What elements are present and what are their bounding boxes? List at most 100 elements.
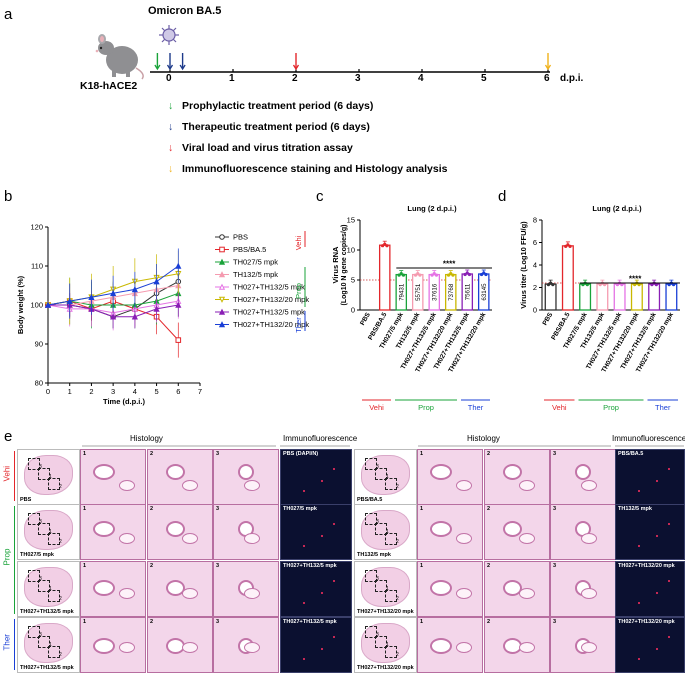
- timeline-tick-label: 6: [544, 73, 550, 84]
- bar: [544, 283, 557, 311]
- immunofluorescence-image: PBS/BA.5: [615, 449, 685, 505]
- lung-overview-image: 3 1 2 TH027+TH132/5 mpk: [17, 561, 80, 617]
- lung-sample-label: TH027+TH132/20 mpk: [357, 609, 414, 615]
- immunofluorescence-image: TH027+TH132/20 mpk: [615, 617, 685, 673]
- histology-zoom-image: 2: [484, 504, 550, 560]
- fluorescent-signal: [321, 480, 323, 482]
- histology-zoom-image: 1: [417, 449, 483, 505]
- alveolar-structure: [456, 533, 472, 544]
- body-weight-chart: 80 90 100 110 120 0 1 2 3 4 5 6 7 Time (d.p.i.) Body w…: [16, 223, 309, 407]
- data-dot: [585, 283, 589, 287]
- histology-zoom-image: 1: [417, 617, 483, 673]
- zoom-region-box: [28, 626, 40, 638]
- data-point: [218, 271, 226, 278]
- alveolar-structure: [581, 533, 597, 544]
- data-point: [153, 278, 160, 285]
- x-tick-label: 4: [133, 387, 137, 396]
- lung-sample-label: TH027+TH132/20 mpk: [357, 665, 414, 671]
- zoom-region-box: [385, 646, 397, 658]
- if-sample-label: TH132/5 mpk: [618, 506, 652, 512]
- zoom-region-label: 1: [386, 529, 389, 535]
- airway-structure: [166, 580, 185, 596]
- zoom-index-label: 2: [487, 619, 491, 625]
- airway-structure: [93, 521, 115, 537]
- data-dot: [551, 283, 555, 287]
- data-point: [219, 234, 225, 240]
- data-point: [218, 283, 226, 290]
- histology-zoom-image: 3: [550, 504, 616, 560]
- data-point: [218, 321, 226, 328]
- data-dot: [637, 283, 641, 287]
- alveolar-structure: [456, 480, 472, 491]
- immunofluorescence-image: TH027+TH132/5 mpk: [280, 561, 352, 617]
- histology-zoom-image: 1: [417, 561, 483, 617]
- zoom-region-box: [48, 646, 60, 658]
- histology-zoom-image: 3: [213, 617, 279, 673]
- lung-sample-label: TH132/5 mpk: [357, 552, 391, 558]
- zoom-region-label: 3: [376, 632, 379, 638]
- histology-zoom-image: 3: [213, 561, 279, 617]
- y-tick-label: 0: [533, 306, 537, 315]
- histology-zoom-image: 2: [147, 449, 213, 505]
- zoom-index-label: 3: [553, 506, 557, 512]
- lung-overview-image: 3 1 2 PBS: [17, 449, 80, 505]
- alveolar-structure: [519, 588, 535, 599]
- zoom-region-label: 1: [49, 586, 52, 592]
- fluorescent-signal: [656, 592, 658, 594]
- data-point: [218, 296, 226, 303]
- zoom-region-box: [365, 570, 377, 582]
- zoom-region-box: [38, 468, 50, 480]
- lung-sample-label: TH027/5 mpk: [20, 552, 54, 558]
- data-dot: [451, 273, 455, 277]
- data-dot: [418, 273, 422, 277]
- group-label: Ther: [294, 317, 303, 333]
- panel-e-letter: e: [4, 428, 13, 445]
- zoom-index-label: 1: [83, 506, 87, 512]
- significance-stars: ****: [629, 275, 642, 284]
- airway-structure: [575, 464, 591, 480]
- bar-value-label: 75611: [464, 283, 471, 300]
- histology-header-left: Histology: [130, 434, 163, 443]
- bar: [561, 245, 574, 311]
- panel-e-header-lines: [82, 445, 684, 447]
- data-point: [219, 246, 225, 253]
- histology-zoom-image: 2: [484, 561, 550, 617]
- timeline-arrow-head: [292, 64, 300, 71]
- zoom-region-label: 2: [396, 596, 399, 602]
- if-sample-label: TH027+TH132/20 mpk: [618, 619, 675, 625]
- panel-a-letter: a: [4, 6, 13, 23]
- zoom-index-label: 3: [553, 563, 557, 569]
- zoom-region-box: [375, 636, 387, 648]
- timeline-arrow-head: [166, 64, 174, 71]
- y-tick-label: 5: [351, 276, 355, 285]
- zoom-region-label: 2: [396, 539, 399, 545]
- alveolar-structure: [182, 642, 198, 653]
- legend-label: PBS/BA.5: [233, 245, 266, 254]
- timeline-tick-label: 5: [481, 73, 487, 84]
- zoom-region-label: 2: [59, 652, 62, 658]
- bar: [665, 283, 678, 311]
- legend-label: TH027+TH132/5 mpk: [233, 308, 305, 317]
- legend-arrow-icon: ↓: [168, 121, 174, 133]
- bar: [613, 283, 626, 311]
- data-point: [175, 262, 182, 269]
- legend-label: TH027+TH132/20 mpk: [233, 320, 309, 329]
- airway-structure: [93, 580, 115, 596]
- zoom-region-box: [365, 458, 377, 470]
- fluorescent-signal: [656, 480, 658, 482]
- airway-structure: [238, 464, 254, 480]
- bar-value-label: 37616: [431, 283, 438, 301]
- zoom-region-box: [38, 580, 50, 592]
- airway-structure: [430, 521, 452, 537]
- x-tick-label: 7: [198, 387, 202, 396]
- legend-label: TH027+TH132/5 mpk: [233, 283, 305, 292]
- data-dot: [602, 283, 607, 287]
- fluorescent-signal: [321, 592, 323, 594]
- fluorescent-signal: [321, 648, 323, 650]
- alveolar-structure: [581, 642, 597, 653]
- data-point: [218, 308, 226, 315]
- data-point: [110, 289, 117, 297]
- zoom-region-label: 3: [39, 464, 42, 470]
- zoom-region-box: [375, 468, 387, 480]
- zoom-index-label: 3: [216, 506, 220, 512]
